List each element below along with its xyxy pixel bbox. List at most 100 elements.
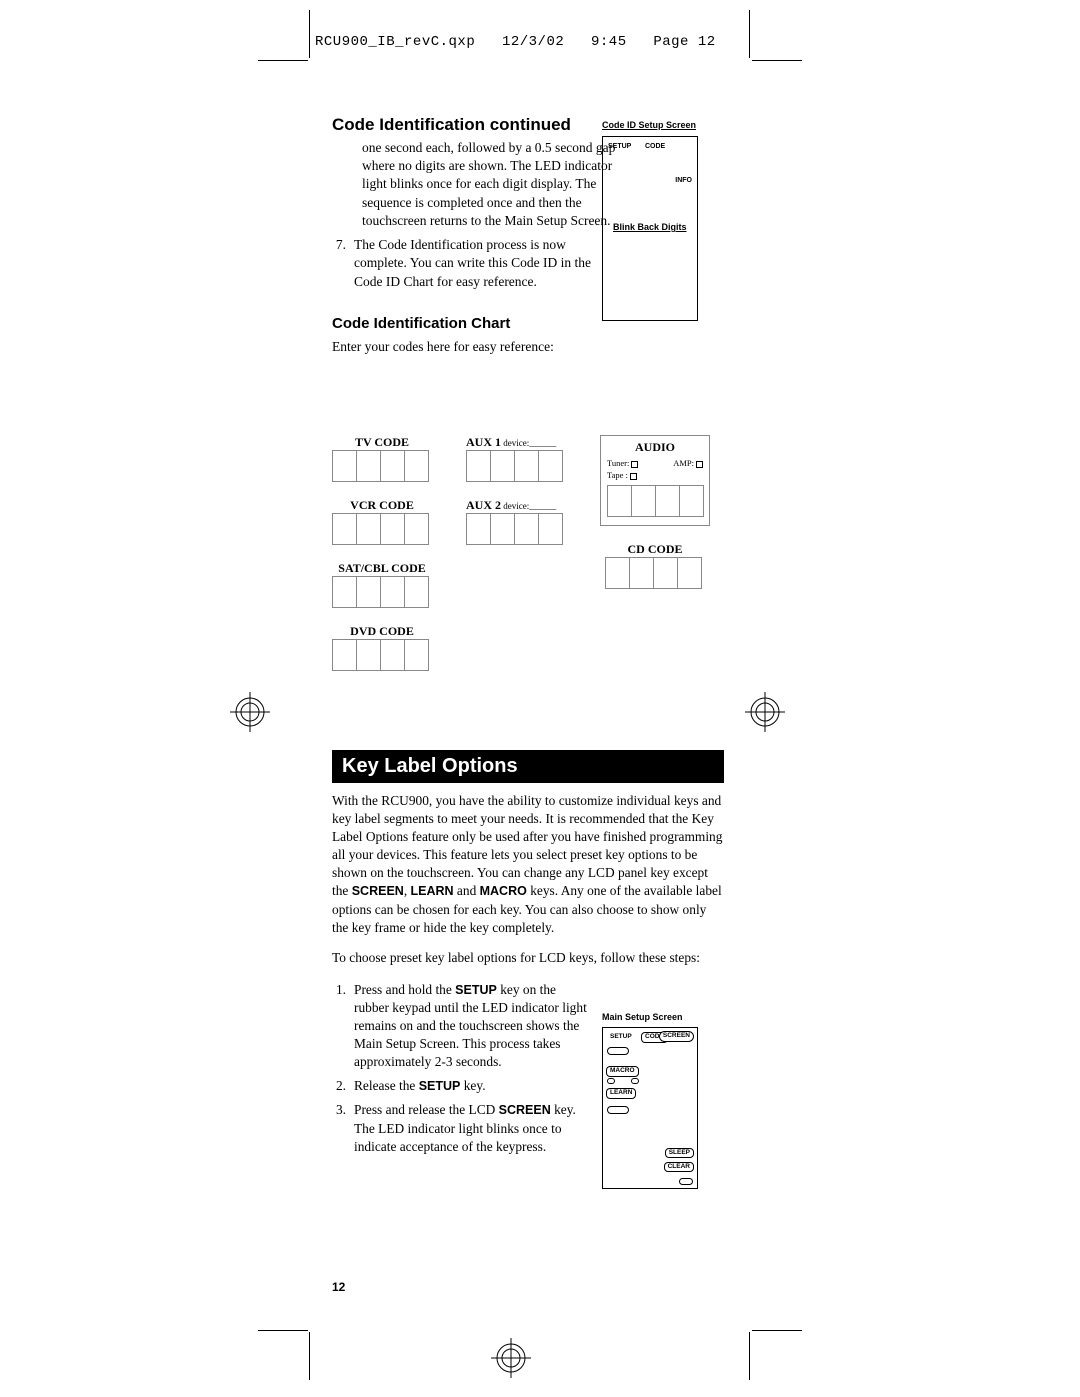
aux1-text: AUX 1 (466, 435, 501, 449)
crop-mark (309, 1332, 310, 1380)
aux-device: device:______ (501, 501, 556, 511)
registration-mark (230, 692, 270, 732)
code-box[interactable] (404, 450, 429, 482)
screen-key-small (607, 1078, 615, 1084)
code-box[interactable] (677, 557, 702, 589)
chart-group-audio: AUDIO Tuner: AMP: Tape : (600, 435, 710, 526)
code-box[interactable] (538, 513, 563, 545)
aux2-text: AUX 2 (466, 498, 501, 512)
code-box[interactable] (404, 639, 429, 671)
header-file: RCU900_IB_revC.qxp (315, 34, 475, 50)
code-box[interactable] (605, 557, 630, 589)
code-box[interactable] (356, 639, 381, 671)
code-box[interactable] (466, 513, 491, 545)
figure-caption: Main Setup Screen (602, 1012, 707, 1022)
screen-outline: SETUP CODE SCREEN MACRO LEARN SLEEP CLEA… (602, 1027, 698, 1189)
code-box[interactable] (404, 576, 429, 608)
code-box[interactable] (380, 639, 405, 671)
body-para: The Code Identification process is now c… (354, 236, 602, 291)
checkbox-icon[interactable] (630, 473, 637, 480)
bold-screen: SCREEN (352, 884, 404, 898)
chart-label-sat: SAT/CBL CODE (332, 561, 432, 576)
crop-mark (258, 1330, 308, 1331)
audio-opt-amp: AMP: (673, 458, 703, 468)
chart-label-cd: CD CODE (600, 542, 710, 557)
code-box[interactable] (380, 513, 405, 545)
code-box[interactable] (679, 485, 704, 517)
header-meta: RCU900_IB_revC.qxp 12/3/02 9:45 Page 12 (315, 34, 716, 50)
chart-group: AUX 1 device:______ (466, 435, 566, 482)
figure-code-id-screen: Code ID Setup Screen SETUP CODE INFO Bli… (602, 120, 702, 321)
text-span: Release the (354, 1078, 419, 1093)
code-box[interactable] (356, 513, 381, 545)
body-para: one second each, followed by a 0.5 secon… (362, 139, 617, 230)
list-text: Press and hold the SETUP key on the rubb… (354, 981, 592, 1071)
code-id-chart: TV CODE VCR CODE SAT/CBL CODE DVD CODE A… (332, 435, 727, 671)
bold-setup: SETUP (419, 1079, 461, 1093)
code-box[interactable] (466, 450, 491, 482)
code-box[interactable] (655, 485, 680, 517)
code-box[interactable] (631, 485, 656, 517)
code-box[interactable] (538, 450, 563, 482)
text-span: key. (460, 1078, 485, 1093)
checkbox-icon[interactable] (696, 461, 703, 468)
screen-key-learn: LEARN (606, 1088, 636, 1099)
code-box[interactable] (332, 639, 357, 671)
text-span: Press and release the LCD (354, 1102, 499, 1117)
bold-setup: SETUP (455, 983, 497, 997)
registration-mark (491, 1338, 531, 1378)
screen-label-code: CODE (645, 143, 665, 150)
code-box[interactable] (514, 450, 539, 482)
code-box[interactable] (629, 557, 654, 589)
crop-mark (309, 10, 310, 58)
list-number: 7. (332, 236, 346, 291)
code-box[interactable] (653, 557, 678, 589)
screen-outline: SETUP CODE INFO Blink Back Digits (602, 136, 698, 321)
text-span: and (454, 883, 480, 898)
code-box[interactable] (380, 450, 405, 482)
audio-opt-tape: Tape : (607, 470, 637, 480)
code-box[interactable] (332, 576, 357, 608)
screen-key-blank (607, 1106, 629, 1114)
chart-group: AUX 2 device:______ (466, 498, 566, 545)
code-box[interactable] (380, 576, 405, 608)
screen-key-macro: MACRO (606, 1066, 639, 1077)
registration-mark (745, 692, 785, 732)
code-box[interactable] (490, 513, 515, 545)
list-text: Press and release the LCD SCREEN key. Th… (354, 1101, 592, 1155)
code-box[interactable] (356, 576, 381, 608)
checkbox-icon[interactable] (631, 461, 638, 468)
chart-group: CD CODE (600, 542, 710, 589)
crop-mark (752, 60, 802, 61)
figure-caption: Code ID Setup Screen (602, 120, 702, 130)
section-bar-klo: Key Label Options (332, 750, 724, 783)
chart-label-audio: AUDIO (607, 440, 703, 455)
screen-key-small (631, 1078, 639, 1084)
chart-group: VCR CODE (332, 498, 432, 545)
code-box[interactable] (607, 485, 632, 517)
crop-mark (752, 1330, 802, 1331)
body-para: To choose preset key label options for L… (332, 949, 724, 967)
screen-label-setup: SETUP (608, 143, 631, 150)
chart-label-tv: TV CODE (332, 435, 432, 450)
chart-label-dvd: DVD CODE (332, 624, 432, 639)
code-box[interactable] (356, 450, 381, 482)
screen-label-setup: SETUP (607, 1033, 635, 1042)
header-time: 9:45 (591, 34, 627, 50)
bold-macro: MACRO (480, 884, 527, 898)
screen-key-clear: CLEAR (664, 1162, 694, 1173)
code-box[interactable] (404, 513, 429, 545)
code-box[interactable] (332, 450, 357, 482)
code-box[interactable] (332, 513, 357, 545)
chart-group: DVD CODE (332, 624, 432, 671)
screen-key-blank (679, 1178, 693, 1185)
code-box[interactable] (490, 450, 515, 482)
list-number: 3. (332, 1101, 346, 1155)
body-para: Enter your codes here for easy reference… (332, 338, 727, 356)
list-number: 2. (332, 1077, 346, 1095)
text-span: Press and hold the (354, 982, 455, 997)
crop-mark (749, 10, 750, 58)
code-box[interactable] (514, 513, 539, 545)
bold-learn: LEARN (411, 884, 454, 898)
list-text: Release the SETUP key. (354, 1077, 592, 1095)
